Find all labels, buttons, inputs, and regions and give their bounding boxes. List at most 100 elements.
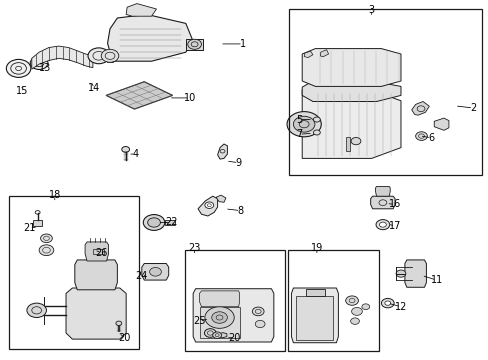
Text: 4: 4 — [133, 149, 139, 159]
Circle shape — [350, 138, 360, 145]
Polygon shape — [404, 260, 426, 287]
Bar — [33, 220, 42, 226]
Circle shape — [379, 222, 386, 227]
Polygon shape — [217, 144, 227, 159]
Polygon shape — [198, 196, 217, 216]
Circle shape — [212, 332, 221, 338]
Polygon shape — [126, 4, 156, 16]
Bar — [289, 9, 481, 175]
Polygon shape — [304, 51, 312, 58]
Bar — [93, 249, 103, 254]
Text: 6: 6 — [427, 133, 433, 143]
Circle shape — [313, 130, 320, 135]
Polygon shape — [320, 50, 328, 57]
Circle shape — [88, 48, 109, 64]
Text: 26: 26 — [95, 248, 108, 258]
Bar — [305, 289, 325, 296]
Polygon shape — [85, 242, 108, 261]
Circle shape — [147, 218, 160, 227]
Circle shape — [375, 220, 389, 230]
Text: 20: 20 — [118, 333, 131, 343]
Polygon shape — [193, 289, 273, 342]
Text: 3: 3 — [368, 5, 374, 15]
Polygon shape — [302, 90, 400, 158]
Circle shape — [27, 303, 46, 318]
Polygon shape — [199, 307, 239, 338]
Circle shape — [255, 320, 264, 328]
Circle shape — [204, 307, 234, 328]
Text: 12: 12 — [394, 302, 407, 312]
Circle shape — [361, 304, 369, 310]
Circle shape — [293, 116, 314, 132]
Text: 20: 20 — [228, 333, 241, 343]
Polygon shape — [433, 118, 448, 130]
Polygon shape — [296, 296, 333, 340]
Text: 11: 11 — [429, 275, 442, 285]
Text: 10: 10 — [183, 93, 196, 103]
Bar — [346, 137, 349, 151]
Text: 2: 2 — [469, 103, 475, 113]
Polygon shape — [216, 195, 225, 202]
Polygon shape — [375, 186, 389, 196]
Polygon shape — [370, 196, 394, 209]
Circle shape — [187, 39, 201, 49]
Polygon shape — [66, 288, 126, 339]
Text: 17: 17 — [388, 221, 401, 231]
Text: 15: 15 — [16, 86, 28, 96]
Polygon shape — [291, 288, 338, 343]
Text: 25: 25 — [193, 316, 205, 326]
Text: 14: 14 — [88, 83, 101, 93]
Circle shape — [149, 267, 161, 276]
Polygon shape — [219, 333, 226, 338]
Text: 23: 23 — [188, 243, 201, 253]
Circle shape — [143, 215, 164, 230]
Text: 8: 8 — [237, 206, 243, 216]
Circle shape — [395, 270, 405, 277]
Circle shape — [351, 307, 362, 315]
Circle shape — [345, 296, 358, 305]
Polygon shape — [199, 291, 239, 307]
Circle shape — [41, 234, 52, 243]
Text: 1: 1 — [240, 39, 245, 49]
Polygon shape — [106, 50, 113, 62]
Circle shape — [30, 57, 48, 69]
Circle shape — [101, 49, 119, 62]
Polygon shape — [75, 260, 117, 290]
Circle shape — [122, 147, 129, 152]
Bar — [184, 250, 285, 351]
Bar — [287, 250, 378, 351]
Circle shape — [39, 245, 54, 256]
Polygon shape — [411, 102, 428, 115]
Polygon shape — [185, 39, 203, 50]
Circle shape — [381, 298, 393, 308]
Bar — [9, 196, 139, 349]
Circle shape — [313, 117, 320, 122]
Text: 21: 21 — [23, 222, 36, 233]
Text: 19: 19 — [310, 243, 323, 253]
Text: 16: 16 — [388, 199, 401, 210]
Circle shape — [6, 59, 31, 77]
Text: 5: 5 — [296, 114, 302, 125]
Bar — [164, 220, 174, 225]
Text: 7: 7 — [296, 129, 302, 139]
Circle shape — [116, 321, 122, 325]
Polygon shape — [106, 82, 172, 109]
Circle shape — [415, 132, 427, 140]
Polygon shape — [107, 14, 193, 61]
Circle shape — [204, 202, 213, 208]
Polygon shape — [32, 46, 93, 69]
Circle shape — [286, 112, 321, 137]
Polygon shape — [302, 49, 400, 86]
Polygon shape — [302, 81, 400, 102]
Circle shape — [350, 318, 359, 324]
Text: 18: 18 — [48, 190, 61, 200]
Circle shape — [384, 301, 390, 305]
Polygon shape — [142, 264, 168, 280]
Text: 9: 9 — [235, 158, 241, 168]
Circle shape — [204, 329, 216, 337]
Circle shape — [252, 307, 264, 316]
Text: 24: 24 — [135, 271, 148, 282]
Text: 22: 22 — [164, 217, 177, 228]
Circle shape — [211, 312, 227, 323]
Text: 13: 13 — [39, 63, 51, 73]
